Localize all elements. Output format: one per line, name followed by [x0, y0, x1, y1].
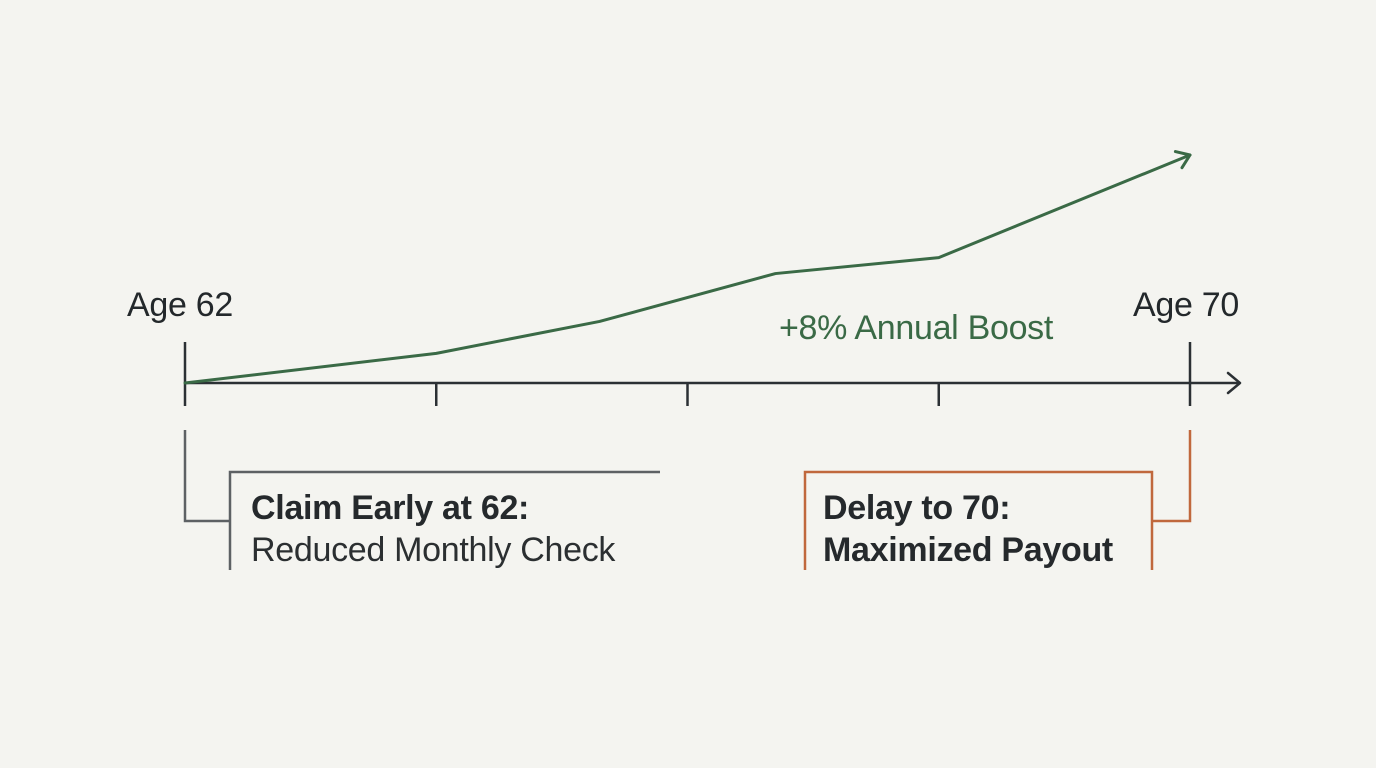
delay-subtitle: Maximized Payout [823, 531, 1113, 569]
delay-title: Delay to 70: [823, 489, 1011, 527]
annual-boost-label: +8% Annual Boost [779, 309, 1054, 347]
growth-line [183, 153, 1192, 385]
start-age-label: Age 62 [127, 286, 233, 324]
growth-arrowhead-icon [1173, 150, 1192, 170]
end-age-label: Age 70 [1133, 286, 1239, 324]
axis-ticks [435, 383, 940, 406]
delay-bracket [1152, 430, 1192, 523]
early-claim-frame [228, 470, 660, 570]
early-claim-bracket [183, 430, 230, 523]
early-claim-subtitle: Reduced Monthly Check [251, 531, 616, 569]
axis-arrowhead-icon [1226, 371, 1242, 395]
early-claim-title: Claim Early at 62: [251, 489, 530, 527]
delay-frame [803, 470, 1154, 570]
